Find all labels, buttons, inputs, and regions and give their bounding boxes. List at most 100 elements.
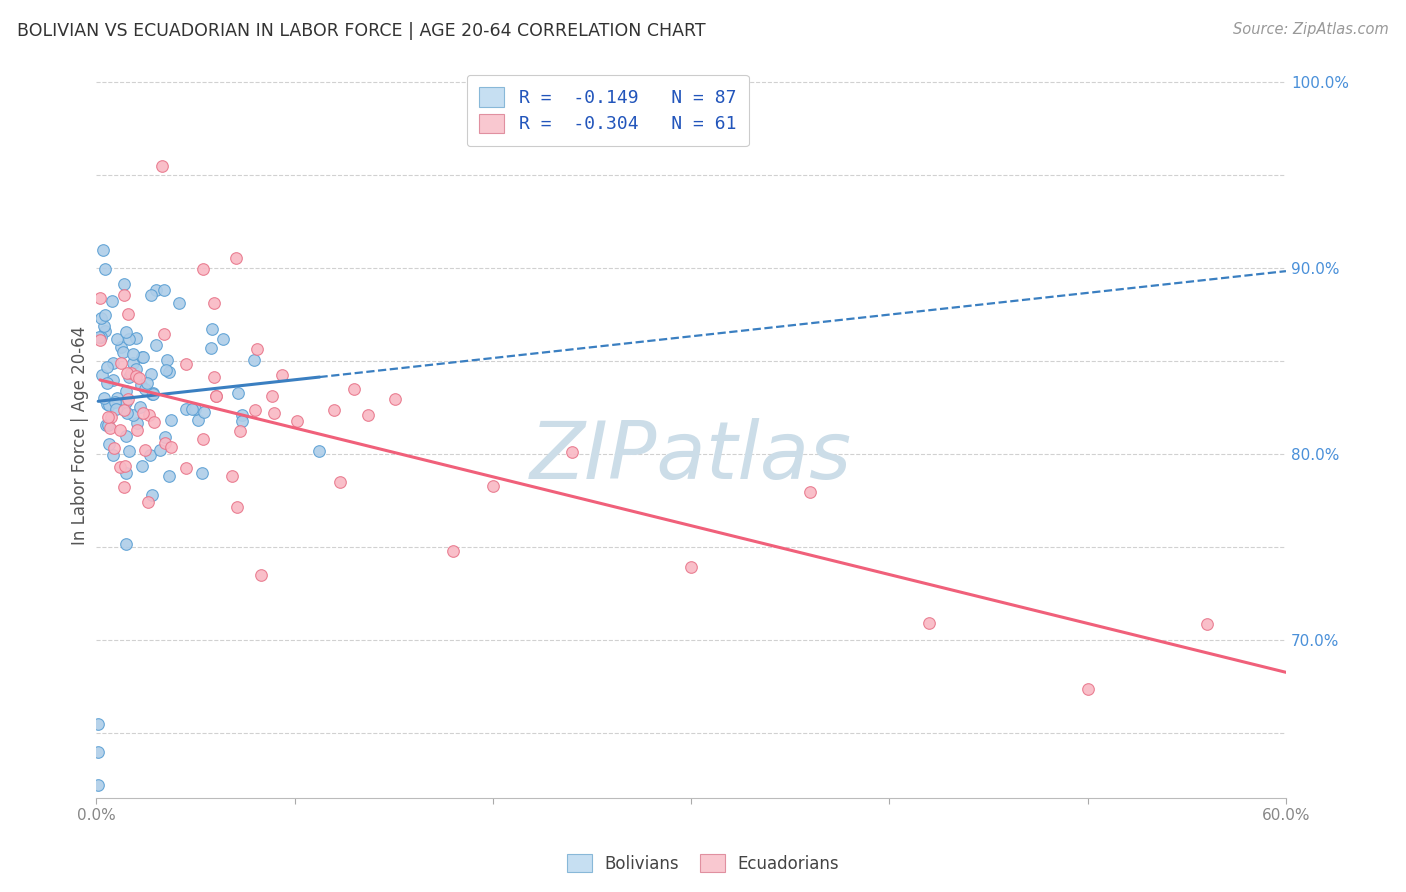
Point xyxy=(157,469,180,483)
Point xyxy=(110,340,132,354)
Point xyxy=(141,367,163,381)
Point xyxy=(145,283,167,297)
Point xyxy=(117,392,139,407)
Point xyxy=(357,409,380,423)
Point xyxy=(94,324,117,338)
Point xyxy=(481,479,503,493)
Text: BOLIVIAN VS ECUADORIAN IN LABOR FORCE | AGE 20-64 CORRELATION CHART: BOLIVIAN VS ECUADORIAN IN LABOR FORCE | … xyxy=(17,22,706,40)
Point xyxy=(129,377,152,392)
Point xyxy=(131,350,153,364)
Point xyxy=(155,352,177,367)
Point xyxy=(191,261,214,276)
Point xyxy=(149,442,172,457)
Point xyxy=(260,389,283,403)
Point xyxy=(167,295,190,310)
Point xyxy=(110,356,132,370)
Point xyxy=(285,414,308,428)
Point xyxy=(127,417,149,431)
Point xyxy=(343,383,366,397)
Point xyxy=(681,559,703,574)
Point xyxy=(202,370,225,384)
Point xyxy=(201,322,224,336)
Point xyxy=(98,421,121,435)
Point xyxy=(141,487,163,501)
Point xyxy=(90,311,112,326)
Point xyxy=(120,366,142,380)
Point xyxy=(108,460,131,475)
Point xyxy=(96,418,118,433)
Point xyxy=(231,409,253,423)
Point xyxy=(270,368,292,383)
Point xyxy=(100,293,122,308)
Point xyxy=(191,432,214,446)
Point xyxy=(561,445,583,459)
Point xyxy=(93,318,115,333)
Point xyxy=(94,261,117,276)
Point xyxy=(122,347,145,361)
Point xyxy=(128,370,150,384)
Point xyxy=(138,409,160,423)
Point xyxy=(250,567,273,582)
Point xyxy=(221,469,243,483)
Point xyxy=(139,288,162,302)
Point xyxy=(183,402,205,417)
Point xyxy=(89,291,111,305)
Point xyxy=(90,330,112,344)
Point xyxy=(125,362,148,376)
Point xyxy=(114,537,136,551)
Point xyxy=(91,368,114,382)
Point xyxy=(115,395,138,409)
Point xyxy=(243,352,266,367)
Point xyxy=(96,397,118,411)
Point xyxy=(918,616,941,631)
Point xyxy=(96,359,118,374)
Point xyxy=(308,444,330,458)
Point xyxy=(180,402,202,417)
Point xyxy=(118,332,141,346)
Point xyxy=(176,357,198,371)
Point xyxy=(139,448,162,462)
Point xyxy=(141,387,163,401)
Point xyxy=(132,350,155,364)
Point xyxy=(229,425,252,439)
Point xyxy=(145,338,167,352)
Point xyxy=(205,389,228,403)
Point xyxy=(97,437,120,451)
Point xyxy=(323,402,346,417)
Point xyxy=(155,435,177,450)
Point xyxy=(191,466,214,480)
Point xyxy=(112,344,135,359)
Point xyxy=(98,398,121,412)
Point xyxy=(159,413,181,427)
Point xyxy=(142,385,165,400)
Point xyxy=(174,460,197,475)
Point xyxy=(134,442,156,457)
Point xyxy=(1077,681,1099,696)
Point xyxy=(117,307,139,321)
Point xyxy=(226,500,249,514)
Point xyxy=(159,440,181,454)
Text: ZIPatlas: ZIPatlas xyxy=(530,418,852,496)
Point xyxy=(212,333,235,347)
Point xyxy=(125,368,148,383)
Point xyxy=(153,430,176,444)
Point xyxy=(105,402,128,417)
Point xyxy=(91,243,114,257)
Point xyxy=(136,495,159,509)
Point xyxy=(441,543,464,558)
Point xyxy=(87,745,110,759)
Point xyxy=(157,365,180,379)
Point xyxy=(129,400,152,414)
Point xyxy=(93,391,115,405)
Point xyxy=(115,428,138,442)
Point xyxy=(108,423,131,437)
Point xyxy=(136,376,159,390)
Point xyxy=(100,409,122,424)
Point xyxy=(96,376,118,391)
Point xyxy=(105,332,128,346)
Point xyxy=(246,342,269,356)
Point xyxy=(105,391,128,405)
Point xyxy=(1195,616,1218,631)
Point xyxy=(115,405,138,419)
Point xyxy=(112,288,135,302)
